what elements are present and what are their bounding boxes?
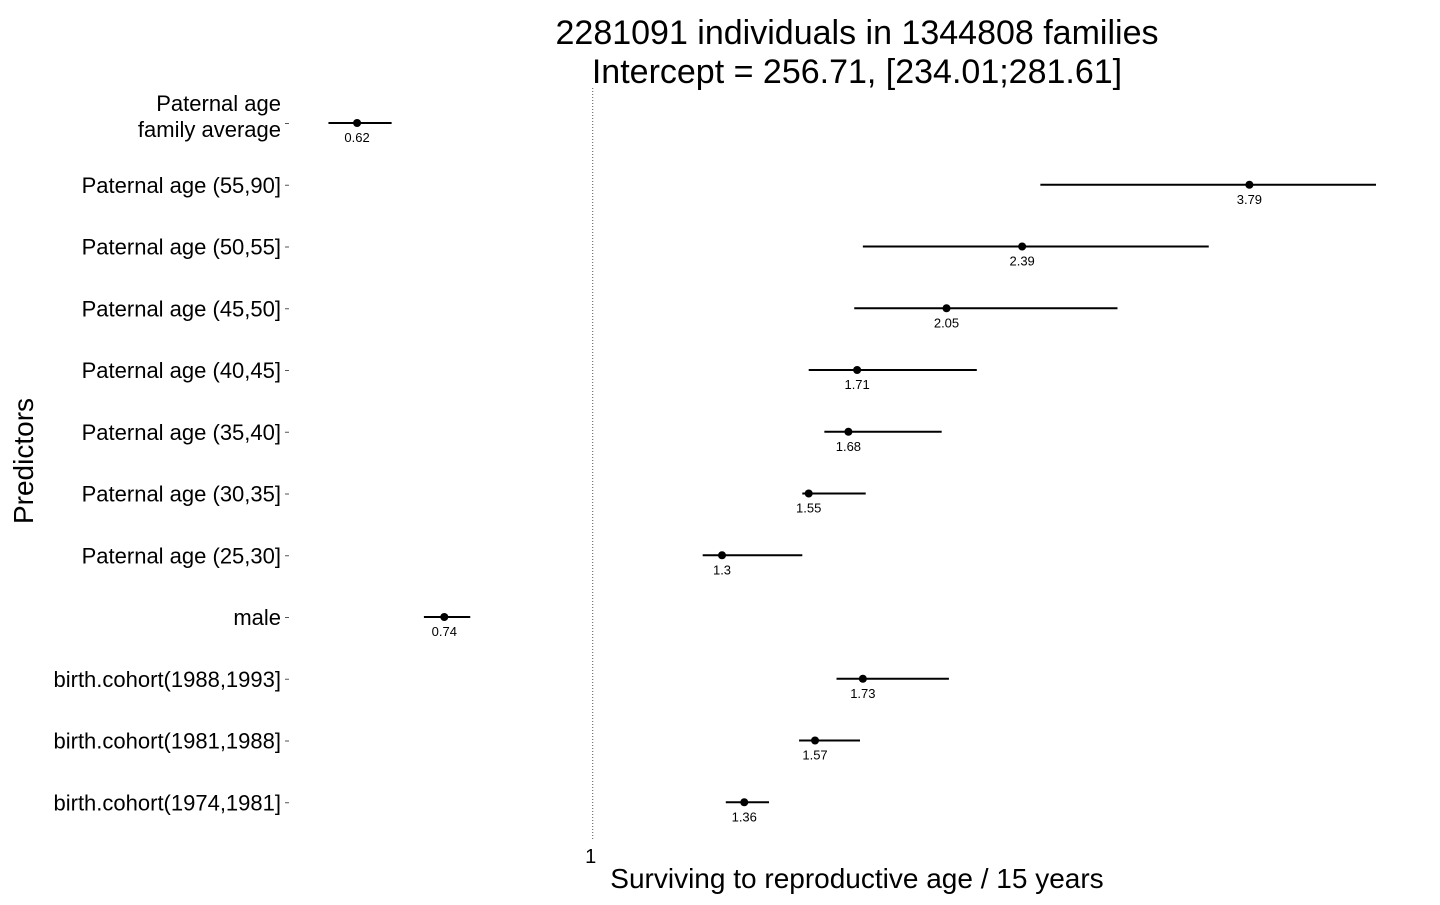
x-tick-label: 1 — [585, 846, 596, 868]
x-axis-title: Surviving to reproductive age / 15 years — [610, 863, 1103, 894]
estimate-point — [811, 736, 820, 745]
estimate-label: 2.05 — [934, 315, 959, 330]
estimate-label: 1.73 — [850, 686, 875, 701]
y-tick-label: Paternal age (40,45] — [82, 358, 281, 383]
y-tick-label: birth.cohort(1974,1981] — [54, 790, 282, 815]
y-tick-label: Paternal age (50,55] — [82, 235, 281, 260]
estimate-label: 1.3 — [713, 562, 731, 577]
y-tick-label: Paternal age (45,50] — [82, 296, 281, 321]
estimate-label: 1.57 — [802, 748, 827, 763]
estimate-label: 3.79 — [1237, 192, 1262, 207]
y-tick-label: Paternal age (35,40] — [82, 420, 281, 445]
chart-title-line-1: 2281091 individuals in 1344808 families — [556, 14, 1159, 52]
estimate-point — [1245, 180, 1254, 189]
estimate-label: 1.71 — [844, 377, 869, 392]
chart-title-line-2: Intercept = 256.71, [234.01;281.61] — [592, 53, 1122, 91]
estimate-label: 1.36 — [732, 809, 757, 824]
y-tick-label: birth.cohort(1981,1988] — [54, 729, 282, 754]
estimate-point — [804, 489, 813, 498]
y-tick-label: Paternal age — [156, 91, 281, 116]
estimate-label: 2.39 — [1009, 254, 1034, 269]
estimate-point — [853, 366, 862, 374]
estimate-point — [1018, 242, 1027, 251]
y-axis-title: Predictors — [8, 398, 39, 524]
estimate-point — [740, 798, 749, 807]
estimate-label: 0.62 — [344, 130, 369, 145]
y-tick-label: Paternal age (25,30] — [82, 543, 281, 568]
estimate-point — [942, 304, 951, 313]
y-tick-label: birth.cohort(1988,1993] — [54, 667, 282, 692]
estimate-point — [718, 551, 727, 560]
y-tick-label: Paternal age (30,35] — [82, 482, 281, 507]
y-tick-label: Paternal age (55,90] — [82, 173, 281, 198]
estimate-point — [844, 427, 853, 436]
estimate-label: 1.55 — [796, 501, 821, 516]
y-tick-label: male — [233, 605, 281, 630]
y-tick-label: family average — [138, 117, 281, 142]
estimate-label: 0.74 — [432, 624, 457, 639]
estimate-point — [353, 119, 362, 127]
estimate-point — [858, 674, 867, 683]
estimate-label: 1.68 — [836, 439, 861, 454]
estimate-point — [440, 613, 449, 621]
